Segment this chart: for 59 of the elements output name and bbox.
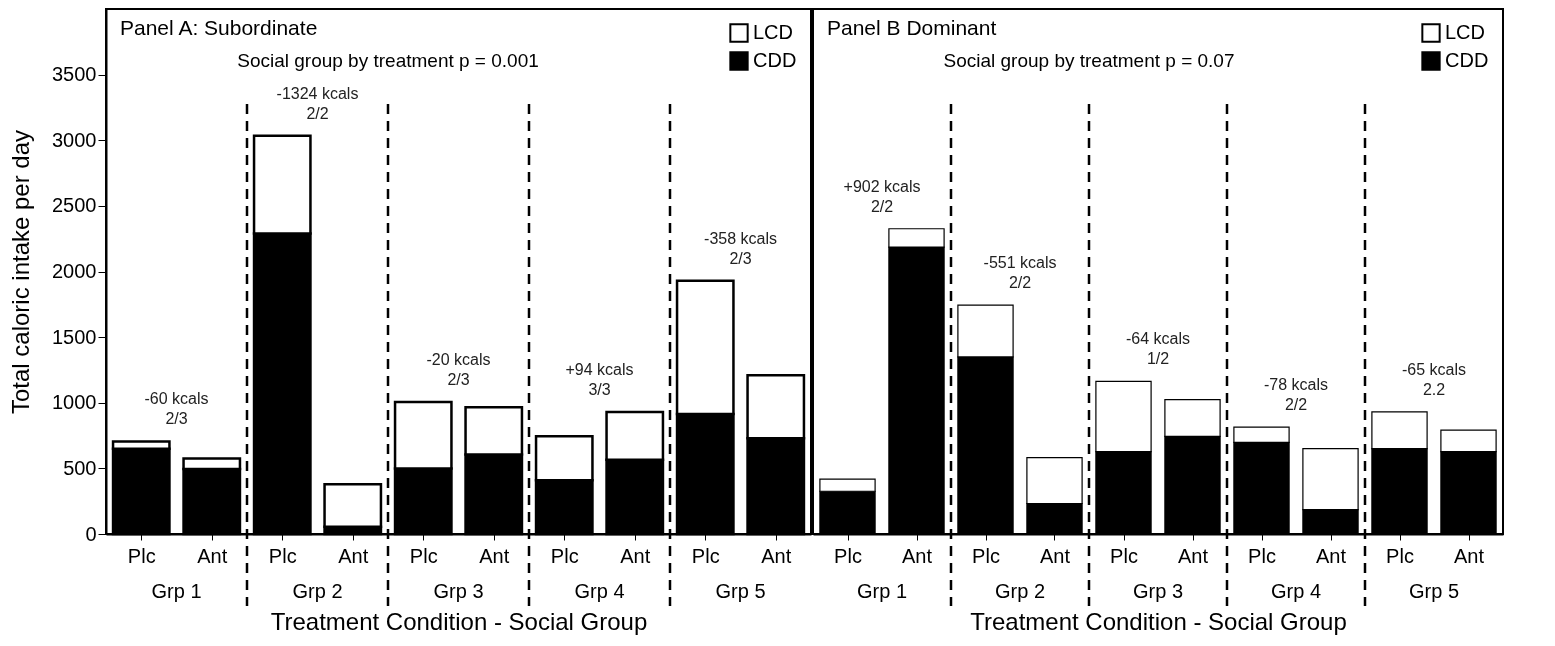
text: Grp 4 — [1270, 580, 1322, 602]
x-tick-label: Ant — [901, 544, 933, 567]
x-tick-label: Plc — [550, 544, 579, 567]
x-tick-label: Plc — [834, 544, 862, 567]
text: Grp 1 — [856, 580, 908, 602]
x-tick-label: Plc — [972, 544, 1000, 567]
x-axis-title: Treatment Condition - Social Group — [970, 607, 1347, 635]
x-tick-label: Ant — [1315, 544, 1347, 567]
y-tick-label: 500 — [63, 456, 97, 479]
x-tick-label: Plc — [127, 544, 156, 567]
text: +902 kcals 2/2 — [843, 177, 921, 215]
text: Social group by treatment p = 0.07 — [943, 50, 1235, 71]
annotation: -1324 kcals 2/2 — [276, 84, 359, 122]
legend-label: CDD — [753, 49, 797, 71]
legend-label: LCD — [1445, 21, 1486, 43]
x-tick-label: Plc — [1386, 544, 1414, 567]
chart-title: Panel B Dominant — [827, 16, 997, 39]
annotation: Social group by treatment p = 0.001 — [237, 50, 539, 71]
text: Grp 1 — [151, 580, 202, 602]
annotation: -78 kcals 2/2 — [1263, 376, 1329, 414]
x-tick-label: Plc — [1110, 544, 1138, 567]
x-tick-label: Ant — [197, 544, 228, 567]
chart-title: Panel A: Subordinate — [120, 16, 318, 39]
x-tick-label: Ant — [338, 544, 369, 567]
y-tick-label: 3500 — [52, 63, 97, 86]
text: Grp 3 — [433, 580, 484, 602]
x-tick-label: Ant — [1453, 544, 1485, 567]
y-tick-label: 0 — [85, 522, 97, 545]
x-tick-label: Plc — [691, 544, 720, 567]
annotation: +94 kcals 3/3 — [565, 360, 634, 398]
x-axis-title: Treatment Condition - Social Group — [270, 607, 648, 635]
text: Grp 3 — [1132, 580, 1184, 602]
y-axis-title: Total caloric intake per day — [7, 129, 35, 415]
annotation: -551 kcals 2/2 — [983, 254, 1057, 292]
y-tick-label: 2000 — [52, 260, 97, 282]
y-tick-label: 1000 — [52, 391, 97, 414]
x-tick-label: Ant — [620, 544, 651, 567]
annotation: -65 kcals 2.2 — [1401, 360, 1467, 398]
annotation: -64 kcals 1/2 — [1125, 330, 1191, 368]
text: Grp 2 — [292, 580, 343, 602]
x-tick-label: Ant — [1039, 544, 1071, 567]
x-tick-label: Ant — [761, 544, 792, 567]
text: Grp 5 — [1408, 580, 1460, 602]
text: Grp 4 — [574, 580, 625, 602]
legend-label: CDD — [1445, 49, 1489, 71]
annotation: -358 kcals 2/3 — [704, 229, 777, 267]
y-tick-label: 2500 — [52, 194, 97, 217]
text: Grp 2 — [994, 580, 1046, 602]
text: Grp 5 — [715, 580, 766, 602]
x-tick-label: Plc — [1248, 544, 1276, 567]
y-tick-label: 3000 — [52, 128, 97, 151]
legend-label: LCD — [753, 21, 794, 43]
annotation: -20 kcals 2/3 — [426, 351, 491, 389]
x-tick-label: Plc — [268, 544, 297, 567]
y-tick-label: 1500 — [52, 325, 97, 348]
x-tick-label: Plc — [409, 544, 438, 567]
x-tick-label: Ant — [1177, 544, 1209, 567]
x-tick-label: Ant — [479, 544, 510, 567]
annotation: -60 kcals 2/3 — [144, 390, 209, 428]
